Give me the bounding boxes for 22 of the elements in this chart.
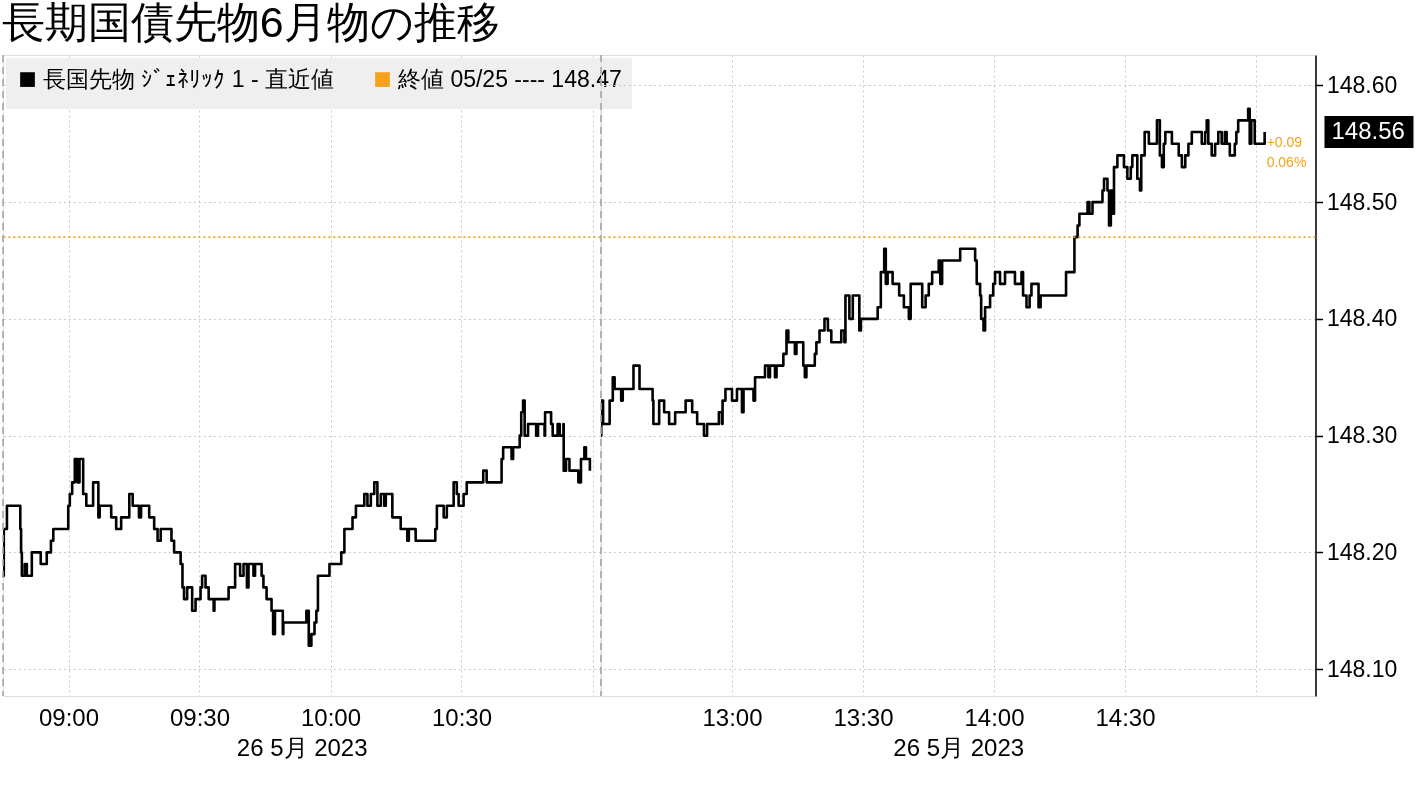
y-tick-label: 148.60 [1326, 71, 1398, 98]
x-tick-label: 09:00 [38, 703, 100, 731]
x-tick-label: 09:30 [169, 703, 231, 731]
y-tick-label: 148.30 [1326, 422, 1398, 449]
x-tick-label: 13:30 [833, 703, 894, 731]
chart-title: 長期国債先物6月物の推移 [1, 0, 500, 46]
annotation: 0.06% [1266, 154, 1307, 171]
text: 148.56 [1331, 117, 1405, 145]
y-tick-label: 148.20 [1326, 538, 1398, 565]
y-tick-label: 148.10 [1326, 655, 1398, 682]
y-tick-label: 148.40 [1326, 305, 1398, 332]
legend-label: 長国先物 ｼﾞｪﾈﾘｯｸ 1 - 直近値 [43, 65, 335, 92]
x-tick-label: 10:30 [431, 703, 493, 731]
x-axis-title: 26 5月 2023 [236, 733, 368, 761]
annotation: +0.09 [1266, 134, 1303, 151]
x-tick-label: 14:00 [964, 703, 1025, 731]
x-tick-label: 10:00 [300, 703, 362, 731]
legend-label: 終値 05/25 ---- 148.47 [397, 65, 622, 92]
x-tick-label: 13:00 [702, 703, 763, 731]
x-axis-title: 26 5月 2023 [893, 733, 1025, 761]
x-tick-label: 14:30 [1095, 703, 1156, 731]
y-tick-label: 148.50 [1326, 188, 1398, 215]
